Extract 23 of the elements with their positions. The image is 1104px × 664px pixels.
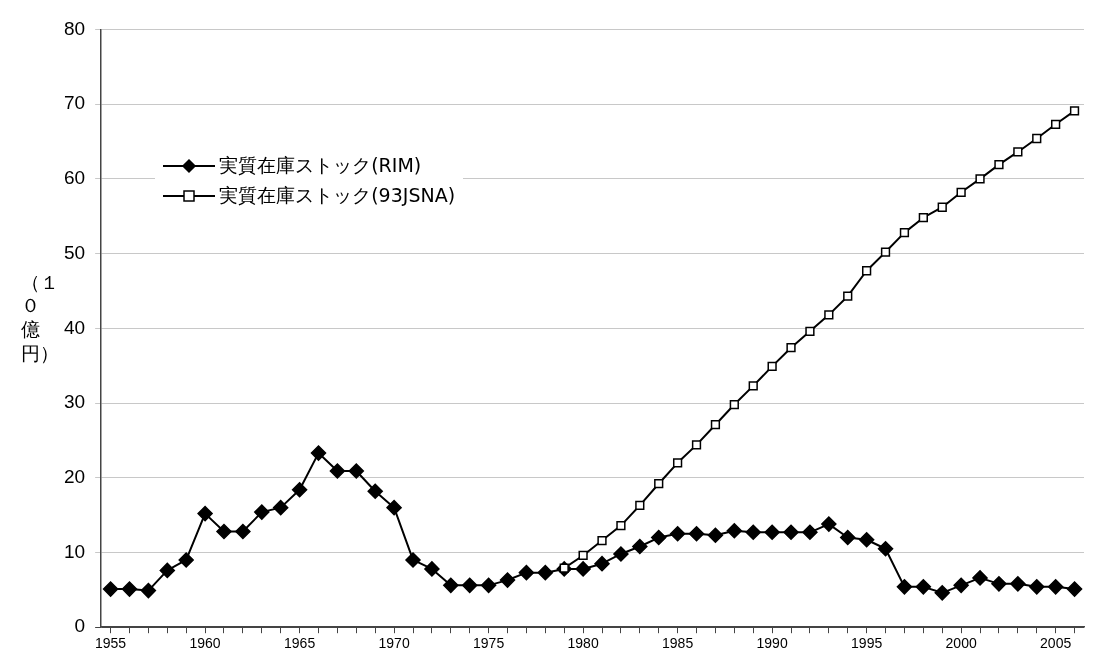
y-tick-label: 80 (63, 17, 86, 39)
y-tick-label: 70 (63, 92, 86, 114)
legend-label: 実質在庫ストック(93JSNA) (219, 182, 456, 208)
x-tick-label: 1985 (662, 635, 694, 652)
x-tick-label: 1980 (567, 635, 599, 652)
legend-label: 実質在庫ストック(RIM) (219, 152, 422, 178)
y-tick-label: 20 (63, 465, 86, 487)
x-tick-label: 2000 (945, 635, 977, 652)
y-tick-label: 0 (74, 615, 86, 637)
y-tick-label: 60 (63, 167, 86, 189)
x-tick-label: 1975 (473, 635, 505, 652)
y-axis-title: （１０億円） (20, 270, 59, 366)
y-tick-label: 10 (63, 540, 86, 562)
y-tick-label: 50 (63, 241, 86, 263)
x-tick-label: 1995 (851, 635, 883, 652)
y-tick-label: 30 (63, 391, 86, 413)
x-tick-label: 1960 (189, 635, 221, 652)
x-tick-label: 1990 (756, 635, 788, 652)
x-tick-label: 1955 (95, 635, 127, 652)
y-tick-label: 40 (63, 316, 86, 338)
x-tick-label: 2005 (1040, 635, 1072, 652)
x-tick-label: 1965 (284, 635, 316, 652)
x-tick-label: 1970 (378, 635, 410, 652)
